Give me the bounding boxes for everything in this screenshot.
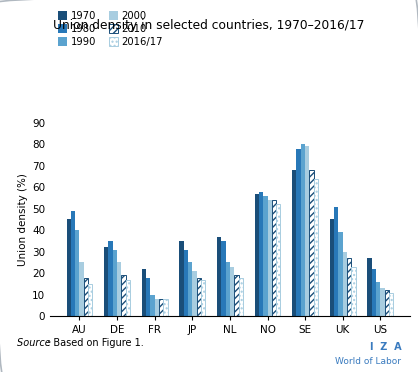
Bar (230, 267, 234, 316)
Bar (184, 250, 188, 316)
Text: Union density in selected countries, 1970–2016/17: Union density in selected countries, 197… (54, 19, 364, 32)
Bar (155, 299, 159, 316)
Text: : Based on Figure 1.: : Based on Figure 1. (47, 338, 144, 348)
Bar (221, 241, 226, 316)
Bar (226, 263, 230, 316)
Bar (296, 148, 301, 316)
Bar (376, 282, 380, 316)
Bar (263, 196, 268, 316)
Bar (88, 284, 92, 316)
Bar (146, 278, 150, 316)
Bar (104, 247, 108, 316)
Bar (389, 292, 393, 316)
Legend: 1970, 1980, 1990, 2000, 2010, 2016/17: 1970, 1980, 1990, 2000, 2010, 2016/17 (55, 8, 166, 50)
Bar (309, 170, 314, 316)
Bar (71, 211, 75, 316)
Bar (239, 278, 243, 316)
Bar (259, 192, 263, 316)
Bar (84, 278, 88, 316)
Bar (385, 291, 389, 316)
Bar (192, 271, 196, 316)
Bar (117, 263, 121, 316)
Bar (334, 206, 339, 316)
Bar (113, 250, 117, 316)
Bar (276, 205, 280, 316)
Bar (255, 194, 259, 316)
Bar (79, 263, 84, 316)
Bar (159, 299, 163, 316)
Bar (268, 200, 272, 316)
Bar (380, 288, 385, 316)
Bar (367, 258, 372, 316)
Bar (217, 237, 221, 316)
Bar (352, 267, 356, 316)
Bar (343, 252, 347, 316)
Bar (301, 144, 305, 316)
Bar (314, 179, 318, 316)
Bar (66, 219, 71, 316)
Bar (150, 295, 155, 316)
Bar (75, 230, 79, 316)
Bar (163, 299, 168, 316)
Text: World of Labor: World of Labor (335, 357, 401, 366)
Bar (234, 275, 239, 316)
Bar (121, 275, 126, 316)
Bar (126, 280, 130, 316)
Bar (188, 263, 192, 316)
Bar (347, 258, 352, 316)
Bar (108, 241, 113, 316)
Bar (292, 170, 296, 316)
Bar (196, 278, 201, 316)
Bar (142, 269, 146, 316)
Text: ⁣Source⁣: ⁣Source⁣ (17, 338, 51, 348)
Bar (339, 232, 343, 316)
Y-axis label: Union density (%): Union density (%) (18, 173, 28, 266)
Bar (272, 200, 276, 316)
Bar (305, 147, 309, 316)
Bar (201, 280, 205, 316)
Text: I  Z  A: I Z A (370, 341, 401, 352)
Bar (179, 241, 184, 316)
Bar (372, 269, 376, 316)
Bar (330, 219, 334, 316)
